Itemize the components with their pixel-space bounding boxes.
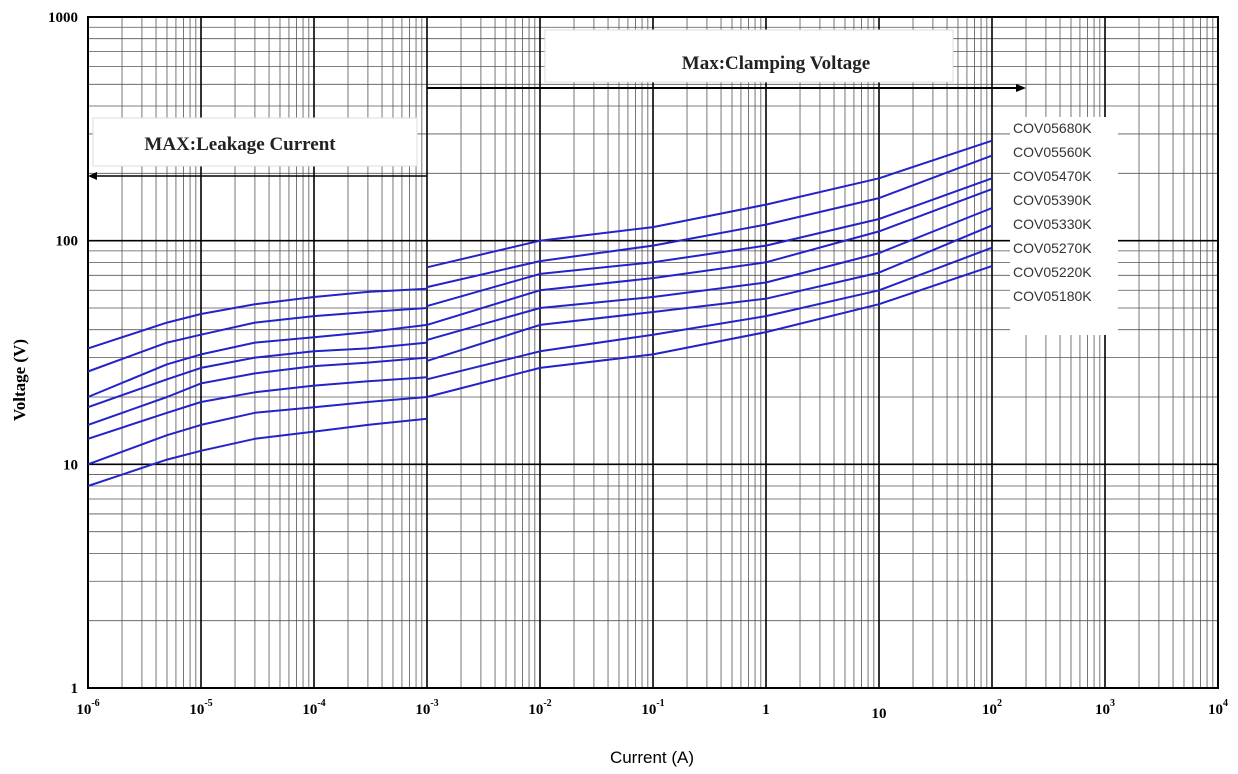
legend-label: COV05680K bbox=[1013, 120, 1092, 136]
series-line-leakage bbox=[87, 323, 428, 398]
clamp-voltage-label-box bbox=[544, 29, 954, 83]
series-line-leakage bbox=[87, 307, 428, 373]
x-tick-labels: 10-6 10-5 10-4 10-3 10-2 10-1 1 10 102 103 104 bbox=[76, 698, 1228, 722]
x-tick-label: 10-5 bbox=[189, 698, 212, 718]
series-lines bbox=[87, 139, 993, 487]
series-line-clamp bbox=[426, 139, 993, 269]
legend-label: COV05330K bbox=[1013, 216, 1092, 232]
series-line-clamp bbox=[426, 177, 993, 308]
x-tick-label: 1 bbox=[762, 702, 770, 718]
series-line-clamp bbox=[426, 265, 993, 398]
x-tick-label: 10-3 bbox=[415, 698, 438, 718]
x-tick-label: 10-1 bbox=[641, 698, 664, 718]
annotations: Max:Clamping Voltage MAX:Leakage Current bbox=[88, 29, 1027, 180]
y-tick-label: 1 bbox=[71, 681, 79, 697]
x-tick-label: 10-2 bbox=[528, 698, 551, 718]
series-line-clamp bbox=[426, 188, 993, 326]
y-tick-label: 10 bbox=[63, 457, 78, 473]
legend-label: COV05560K bbox=[1013, 144, 1092, 160]
y-axis-label: Voltage (V) bbox=[10, 339, 29, 421]
x-tick-label: 10-4 bbox=[302, 698, 325, 718]
series-line-clamp bbox=[426, 154, 993, 289]
series-line-clamp bbox=[426, 224, 993, 362]
x-tick-label: 10-6 bbox=[76, 698, 99, 718]
legend-label: COV05180K bbox=[1013, 288, 1092, 304]
series-line-clamp bbox=[426, 207, 993, 341]
series-line-leakage bbox=[87, 341, 428, 409]
legend: COV05680K COV05560K COV05470K COV05390K COV0… bbox=[1013, 120, 1092, 304]
leakage-current-label: MAX:Leakage Current bbox=[144, 134, 336, 155]
leakage-current-arrowhead bbox=[88, 172, 97, 180]
legend-label: COV05220K bbox=[1013, 264, 1092, 280]
series-line-clamp bbox=[426, 246, 993, 381]
clamp-voltage-label: Max:Clamping Voltage bbox=[682, 53, 870, 74]
legend-label: COV05390K bbox=[1013, 192, 1092, 208]
x-tick-label: 102 bbox=[982, 698, 1002, 718]
x-axis-label: Current (A) bbox=[610, 748, 694, 767]
legend-box bbox=[1010, 117, 1118, 335]
series-line-leakage bbox=[87, 376, 428, 440]
x-tick-label: 103 bbox=[1095, 698, 1115, 718]
y-tick-label: 100 bbox=[56, 234, 79, 250]
x-tick-label: 10 bbox=[872, 706, 887, 722]
plot-frame bbox=[87, 16, 1219, 689]
series-line-leakage bbox=[87, 417, 428, 487]
y-tick-label: 1000 bbox=[48, 10, 78, 26]
clamp-voltage-arrowhead bbox=[1016, 84, 1027, 92]
legend-label: COV05270K bbox=[1013, 240, 1092, 256]
leakage-current-label-box bbox=[92, 117, 418, 167]
series-line-leakage bbox=[87, 396, 428, 466]
series-line-leakage bbox=[87, 287, 428, 350]
y-tick-labels: 1 10 100 1000 bbox=[48, 10, 78, 697]
x-tick-label: 104 bbox=[1208, 698, 1228, 718]
legend-label: COV05470K bbox=[1013, 168, 1092, 184]
series-line-leakage bbox=[87, 356, 428, 426]
